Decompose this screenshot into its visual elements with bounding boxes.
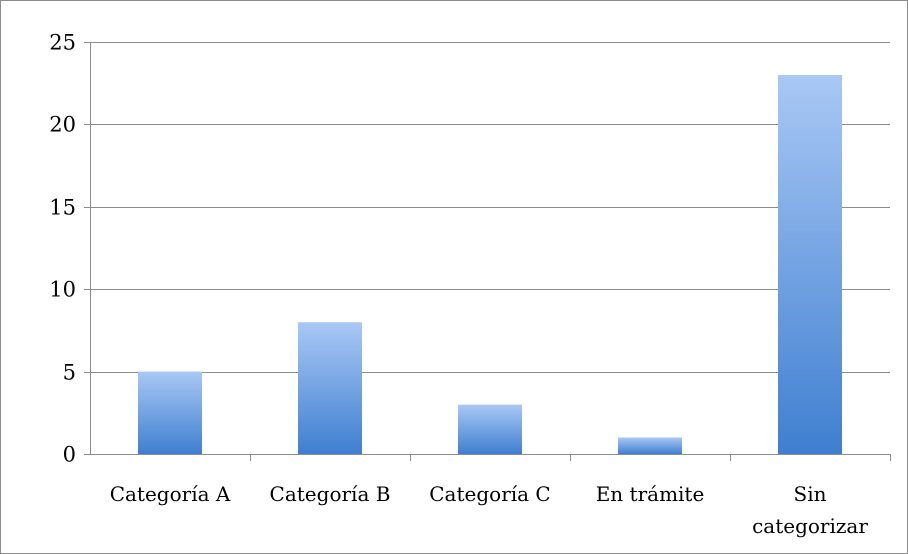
y-tick-label: 15 bbox=[49, 196, 76, 220]
x-category-label: Sin bbox=[794, 482, 827, 506]
gridlines bbox=[90, 42, 890, 373]
x-category-label: Categoría A bbox=[110, 482, 231, 506]
x-category-label: Categoría B bbox=[270, 482, 391, 506]
x-category-label: Categoría C bbox=[429, 482, 550, 506]
y-tick-labels: 0 5 10 15 20 25 bbox=[49, 31, 76, 467]
y-tick-label: 5 bbox=[63, 361, 76, 385]
bar bbox=[458, 404, 522, 454]
x-category-label: En trámite bbox=[596, 482, 705, 506]
bars bbox=[138, 75, 842, 454]
y-tick-label: 0 bbox=[63, 443, 76, 467]
bar bbox=[298, 322, 362, 454]
y-tick-label: 20 bbox=[49, 113, 76, 137]
y-tick-label: 10 bbox=[49, 278, 76, 302]
axes bbox=[84, 42, 891, 461]
y-tick-label: 25 bbox=[49, 31, 76, 55]
bar bbox=[138, 371, 202, 454]
bar bbox=[778, 75, 842, 454]
bar bbox=[618, 437, 682, 454]
x-category-labels: Categoría A Categoría B Categoría C En trám… bbox=[110, 482, 869, 538]
x-category-label: categorizar bbox=[752, 514, 868, 538]
